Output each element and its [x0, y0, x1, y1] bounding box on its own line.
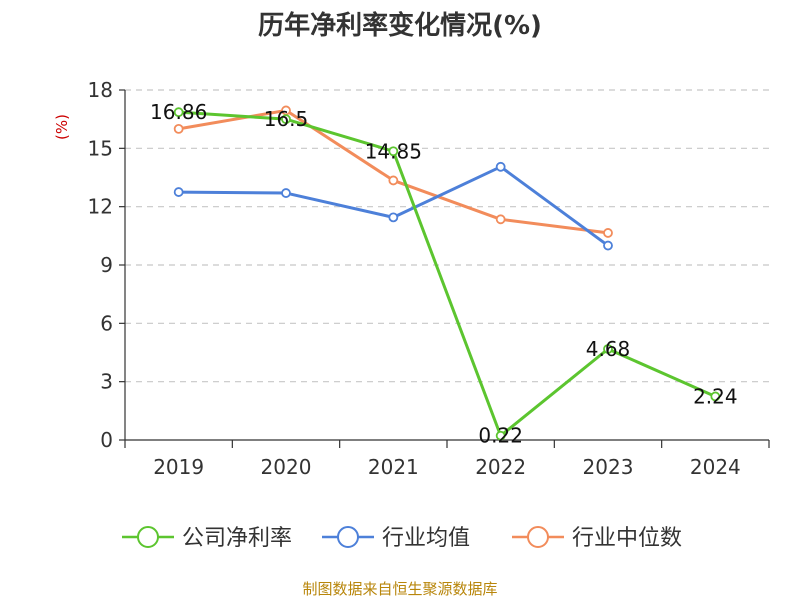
- data-point[interactable]: [495, 214, 506, 225]
- series-line: [178, 110, 716, 438]
- data-point[interactable]: [173, 123, 184, 134]
- data-point[interactable]: [603, 240, 613, 251]
- data-label: 2.24: [693, 384, 738, 408]
- data-point[interactable]: [173, 187, 184, 197]
- y-tick-label: 9: [100, 253, 113, 277]
- y-tick-label: 15: [88, 136, 113, 160]
- legend-label: 行业均值: [382, 526, 470, 551]
- data-point[interactable]: [495, 430, 506, 441]
- y-tick-label: 0: [100, 428, 113, 452]
- data-point[interactable]: [603, 228, 613, 238]
- data-label: 16.86: [150, 100, 207, 124]
- legend-marker-icon: [137, 526, 159, 548]
- legend-item[interactable]: 行业中位数: [512, 526, 682, 551]
- y-axis-unit: (%): [53, 114, 71, 140]
- data-label: 16.5: [264, 107, 309, 131]
- x-tick-label: 2023: [583, 455, 634, 479]
- grid-lines: [125, 89, 769, 383]
- legend-item[interactable]: 公司净利率: [122, 526, 292, 551]
- legend-marker-icon: [527, 526, 549, 548]
- series-group: [173, 105, 721, 441]
- data-labels: 16.86 16.5 14.85 0.22 4.68 2.24: [150, 100, 738, 448]
- data-point[interactable]: [281, 188, 291, 198]
- x-tick-label: 2022: [475, 455, 526, 479]
- data-label: 0.22: [478, 424, 523, 448]
- axes: 0 3 6 9 12 15 18 2019 2020 2021 2022 2023 2024: [88, 78, 770, 479]
- data-point[interactable]: [281, 114, 291, 125]
- y-tick-label: 6: [100, 311, 113, 335]
- y-tick-label: 18: [88, 78, 113, 102]
- data-point[interactable]: [388, 175, 399, 186]
- data-label: 14.85: [365, 139, 422, 163]
- legend-marker-icon: [337, 526, 359, 548]
- data-label: 4.68: [586, 337, 631, 361]
- legend[interactable]: 公司净利率 行业均值 行业中位数: [122, 526, 682, 551]
- data-point[interactable]: [173, 107, 184, 118]
- data-point[interactable]: [388, 146, 399, 157]
- x-tick-label: 2024: [690, 455, 741, 479]
- data-point[interactable]: [603, 344, 613, 354]
- x-tick-label: 2020: [261, 455, 312, 479]
- data-point[interactable]: [495, 161, 506, 172]
- y-tick-label: 3: [100, 370, 113, 394]
- y-tick-label: 12: [88, 195, 113, 219]
- data-source-note: 制图数据来自恒生聚源数据库: [302, 580, 497, 598]
- data-point[interactable]: [388, 212, 399, 223]
- chart-title: 历年净利率变化情况(%): [258, 10, 542, 41]
- data-point[interactable]: [710, 391, 721, 402]
- legend-label: 行业中位数: [572, 526, 682, 551]
- legend-label: 公司净利率: [182, 526, 292, 551]
- x-tick-label: 2021: [368, 455, 419, 479]
- legend-item[interactable]: 行业均值: [322, 526, 470, 551]
- x-tick-label: 2019: [153, 455, 204, 479]
